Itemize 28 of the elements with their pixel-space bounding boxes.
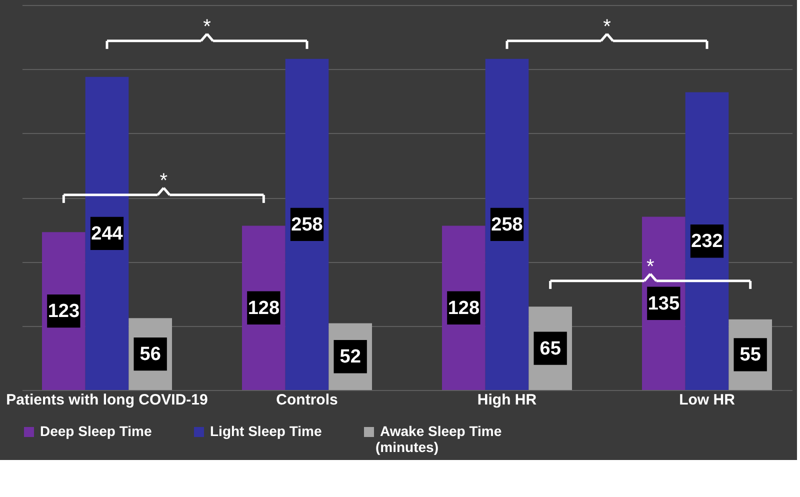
legend-label: Awake Sleep Time xyxy=(380,423,502,439)
text: (minutes) xyxy=(376,439,438,455)
data-label: 128 xyxy=(448,298,480,319)
data-label: 258 xyxy=(491,214,523,236)
bar xyxy=(485,58,529,390)
data-label: 232 xyxy=(691,231,723,252)
bar xyxy=(85,76,129,390)
x-tick-label: High HR xyxy=(477,392,537,408)
data-label: 55 xyxy=(740,344,762,366)
x-tick-label: Controls xyxy=(276,392,338,408)
data-label: 244 xyxy=(91,223,124,244)
data-label: 65 xyxy=(540,338,562,360)
data-label: 128 xyxy=(248,298,280,319)
bar xyxy=(285,58,329,390)
x-tick-label: Low HR xyxy=(679,392,736,408)
legend-label: Deep Sleep Time xyxy=(40,423,152,439)
data-label: 52 xyxy=(340,346,361,368)
annotation: * xyxy=(603,16,612,38)
annotation: * xyxy=(160,170,168,192)
legend-label: Light Sleep Time xyxy=(210,423,322,439)
data-label: 56 xyxy=(140,344,161,366)
data-label: 123 xyxy=(48,301,80,322)
x-tick-label: Patients with long COVID-19 xyxy=(6,392,208,408)
annotation: * xyxy=(646,256,654,278)
data-label: 258 xyxy=(291,214,323,236)
annotation: * xyxy=(203,16,212,38)
data-label: 135 xyxy=(648,293,680,314)
bar xyxy=(685,92,729,390)
